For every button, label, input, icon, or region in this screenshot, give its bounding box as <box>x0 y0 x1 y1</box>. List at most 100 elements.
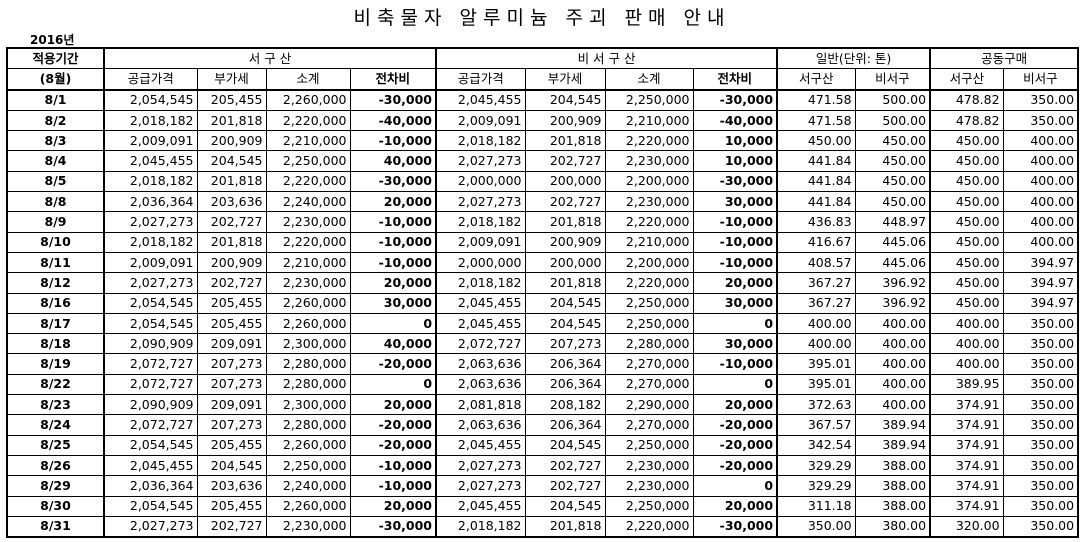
value-cell: -10,000 <box>349 130 438 152</box>
value-cell: 201,818 <box>196 231 267 253</box>
value-cell: 0 <box>692 475 779 497</box>
value-cell: 400.00 <box>854 373 932 396</box>
value-cell: -10,000 <box>692 231 779 253</box>
date-cell: 8/26 <box>6 454 105 477</box>
value-cell: 2,230,000 <box>265 272 351 294</box>
table-row: 8/4 2,045,455 204,545 2,250,000 40,000 2,027,… <box>6 150 1079 172</box>
value-cell: 2,300,000 <box>265 394 351 416</box>
value-cell: 388.00 <box>854 495 932 517</box>
value-cell: 203,636 <box>196 475 267 497</box>
date-cell: 8/23 <box>6 394 105 416</box>
date-cell: 8/5 <box>6 170 105 193</box>
value-cell: 205,455 <box>196 312 267 335</box>
date-cell: 8/12 <box>6 272 105 294</box>
value-cell: 450.00 <box>929 231 1004 253</box>
value-cell: 329.29 <box>776 454 856 477</box>
value-cell: 2,280,000 <box>604 333 694 355</box>
value-cell: 2,000,000 <box>435 251 526 274</box>
value-cell: -20,000 <box>692 414 779 436</box>
value-cell: 350.00 <box>1002 454 1079 477</box>
value-cell: 20,000 <box>692 272 779 294</box>
value-cell: -10,000 <box>692 211 779 233</box>
value-cell: 2,280,000 <box>265 353 351 375</box>
value-cell: 2,220,000 <box>604 515 694 538</box>
value-cell: 2,210,000 <box>265 251 351 274</box>
value-cell: 200,909 <box>196 251 267 274</box>
value-cell: 2,045,455 <box>435 292 526 314</box>
date-cell: 8/19 <box>6 353 105 375</box>
value-cell: 200,000 <box>524 251 606 274</box>
date-cell: 8/29 <box>6 475 105 497</box>
value-cell: -30,000 <box>692 170 779 193</box>
table-header: 적용기간 서 구 산 비 서 구 산 일반(단위: 톤) 공동구매 (8월) 공급… <box>6 47 1079 91</box>
value-cell: 0 <box>692 373 779 396</box>
value-cell: -10,000 <box>349 454 438 477</box>
date-cell: 8/8 <box>6 191 105 213</box>
value-cell: 374.91 <box>929 414 1004 436</box>
value-cell: 2,009,091 <box>435 231 526 253</box>
value-cell: 389.95 <box>929 373 1004 396</box>
value-cell: 329.29 <box>776 475 856 497</box>
value-cell: 395.01 <box>776 353 856 375</box>
value-cell: 400.00 <box>1002 170 1079 193</box>
value-cell: 2,045,455 <box>103 150 198 172</box>
value-cell: 2,027,273 <box>103 515 198 538</box>
value-cell: 20,000 <box>349 191 438 213</box>
table-body: 8/1 2,054,545 205,455 2,260,000 -30,000 2,045… <box>6 89 1079 538</box>
value-cell: 2,063,636 <box>435 414 526 436</box>
table-row: 8/9 2,027,273 202,727 2,230,000 -10,000 2,018… <box>6 211 1079 233</box>
value-cell: 2,009,091 <box>103 130 198 152</box>
value-cell: 2,230,000 <box>604 191 694 213</box>
value-cell: 20,000 <box>349 272 438 294</box>
date-cell: 8/31 <box>6 515 105 538</box>
value-cell: 2,230,000 <box>265 211 351 233</box>
table-row: 8/11 2,009,091 200,909 2,210,000 -10,000 2,00… <box>6 251 1079 274</box>
date-cell: 8/4 <box>6 150 105 172</box>
date-cell: 8/30 <box>6 495 105 517</box>
value-cell: 202,727 <box>524 191 606 213</box>
value-cell: 450.00 <box>854 170 932 193</box>
value-cell: 2,027,273 <box>103 211 198 233</box>
value-cell: 394.97 <box>1002 292 1079 314</box>
value-cell: 2,250,000 <box>604 89 694 111</box>
value-cell: 20,000 <box>692 394 779 416</box>
value-cell: -10,000 <box>692 251 779 274</box>
value-cell: -30,000 <box>692 89 779 111</box>
value-cell: 207,273 <box>524 333 606 355</box>
value-cell: 389.94 <box>854 434 932 456</box>
table-row: 8/5 2,018,182 201,818 2,220,000 -30,000 2,000… <box>6 170 1079 193</box>
value-cell: 2,090,909 <box>103 333 198 355</box>
value-cell: 2,250,000 <box>604 434 694 456</box>
value-cell: -10,000 <box>349 231 438 253</box>
value-cell: 400.00 <box>776 312 856 335</box>
table-row: 8/23 2,090,909 209,091 2,300,000 20,000 2,081… <box>6 394 1079 416</box>
value-cell: 2,250,000 <box>604 312 694 335</box>
value-cell: 448.97 <box>854 211 932 233</box>
value-cell: 400.00 <box>854 394 932 416</box>
date-cell: 8/18 <box>6 333 105 355</box>
header-cell: 서구산 <box>776 68 856 91</box>
value-cell: 200,909 <box>524 109 606 132</box>
header-cell: 부가세 <box>196 68 267 91</box>
value-cell: 2,054,545 <box>103 89 198 111</box>
table-row: 8/26 2,045,455 204,545 2,250,000 -10,000 2,02… <box>6 454 1079 477</box>
value-cell: 2,300,000 <box>265 333 351 355</box>
table-row: 8/2 2,018,182 201,818 2,220,000 -40,000 2,009… <box>6 109 1079 132</box>
value-cell: 450.00 <box>929 170 1004 193</box>
value-cell: 380.00 <box>854 515 932 538</box>
value-cell: 2,270,000 <box>604 414 694 436</box>
value-cell: 400.00 <box>854 333 932 355</box>
value-cell: 2,250,000 <box>604 495 694 517</box>
value-cell: 372.63 <box>776 394 856 416</box>
value-cell: 2,290,000 <box>604 394 694 416</box>
value-cell: 400.00 <box>929 333 1004 355</box>
value-cell: 2,090,909 <box>103 394 198 416</box>
value-cell: -20,000 <box>349 414 438 436</box>
value-cell: 2,045,455 <box>103 454 198 477</box>
header-cell: 비 서 구 산 <box>435 47 779 70</box>
value-cell: 209,091 <box>196 333 267 355</box>
value-cell: 350.00 <box>1002 434 1079 456</box>
table-row: 8/10 2,018,182 201,818 2,220,000 -10,000 2,00… <box>6 231 1079 253</box>
value-cell: 2,054,545 <box>103 434 198 456</box>
value-cell: 389.94 <box>854 414 932 436</box>
